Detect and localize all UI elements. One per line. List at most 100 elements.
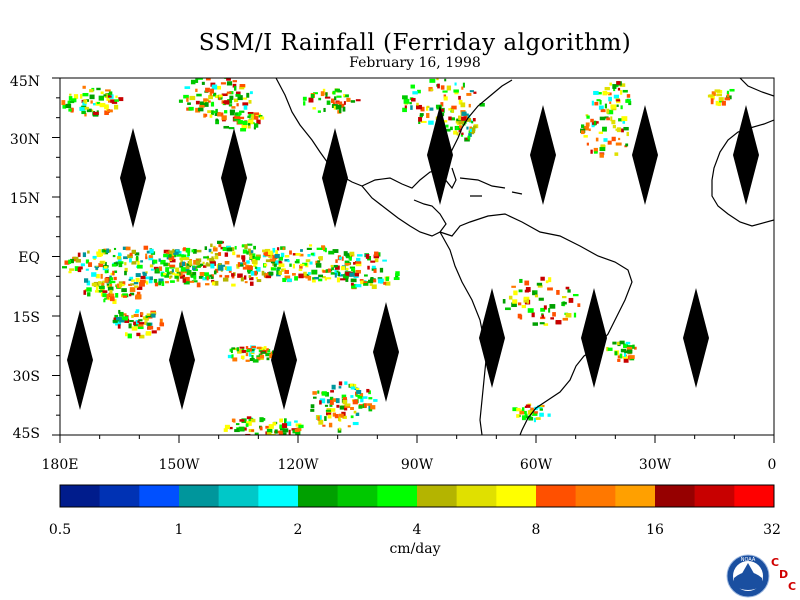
rain-cell	[355, 269, 361, 274]
rain-cell	[175, 267, 180, 272]
rain-cell	[261, 418, 266, 421]
rain-cell	[275, 250, 278, 255]
rain-cell	[621, 116, 628, 122]
rain-cell	[112, 299, 117, 304]
rain-cell	[330, 264, 334, 268]
rain-cell	[513, 290, 518, 296]
rain-cell	[135, 273, 141, 278]
rain-cell	[623, 352, 627, 357]
rain-cell	[334, 269, 337, 274]
rain-cell	[89, 89, 94, 93]
rain-cell	[205, 78, 211, 81]
rain-cell	[338, 103, 345, 108]
rain-cell	[360, 280, 365, 285]
rain-cell	[625, 99, 631, 103]
rain-cell	[181, 254, 187, 258]
rain-cell	[255, 254, 261, 259]
rain-cell	[466, 92, 472, 96]
rain-cell	[267, 250, 273, 255]
rain-cell	[68, 259, 72, 264]
rain-cell	[276, 270, 280, 275]
rain-cell	[622, 120, 626, 124]
rain-cell	[189, 95, 196, 101]
rain-cell	[249, 251, 253, 257]
rain-cell	[94, 290, 99, 293]
rain-cell	[100, 292, 104, 297]
rain-cell	[255, 276, 258, 279]
rain-cell	[517, 313, 522, 319]
rain-cell	[615, 142, 622, 146]
rain-cell	[98, 262, 104, 268]
rain-cell	[625, 341, 631, 345]
rain-cell	[158, 278, 164, 284]
rain-cell	[182, 278, 186, 283]
rain-cell	[258, 348, 265, 353]
rain-cell	[129, 252, 133, 257]
rain-cell	[223, 125, 230, 129]
rain-cell	[278, 263, 285, 268]
rain-cell	[99, 261, 105, 264]
rain-cell	[358, 405, 363, 409]
rain-cell	[123, 313, 127, 316]
diamond-marker	[530, 105, 556, 205]
rain-cell	[186, 97, 189, 102]
rain-cell	[458, 99, 463, 105]
rain-cell	[215, 119, 220, 125]
south-america-west-coast	[439, 231, 487, 435]
rain-cell	[253, 123, 259, 128]
rain-cell	[137, 320, 140, 323]
diamond-marker	[683, 288, 709, 388]
rain-cell	[127, 254, 133, 259]
diamond-marker	[120, 128, 146, 228]
colorbar-label: 4	[412, 522, 422, 538]
rain-cell	[196, 282, 201, 288]
rain-cell	[331, 98, 335, 103]
rain-cell	[220, 82, 226, 85]
rain-cell	[619, 340, 625, 345]
rain-cell	[209, 274, 212, 277]
rain-cell	[555, 320, 562, 325]
cdc-letters: C D C	[770, 554, 800, 598]
rain-cell	[106, 109, 113, 113]
rain-cell	[82, 85, 86, 89]
rain-cell	[586, 142, 589, 146]
colorbar-border	[59, 484, 775, 508]
rain-cell	[519, 278, 523, 283]
rain-cell	[726, 90, 729, 95]
rain-cell	[135, 294, 142, 300]
rain-cell	[289, 263, 292, 267]
rain-cell	[458, 115, 462, 121]
rain-cell	[341, 394, 347, 399]
rain-cell	[115, 292, 119, 298]
rain-cell	[218, 252, 222, 256]
rain-cell	[611, 119, 616, 125]
rain-cell	[263, 252, 266, 256]
rain-cell	[310, 408, 315, 412]
rain-cell	[340, 278, 346, 281]
rain-cell	[98, 285, 105, 290]
rain-cell	[341, 256, 344, 261]
rain-cell	[352, 421, 359, 426]
rain-cell	[137, 264, 143, 269]
rain-cell	[236, 254, 241, 258]
rain-cell	[117, 324, 121, 329]
rain-cell	[239, 110, 245, 113]
rain-cell	[237, 120, 243, 124]
rain-cell	[254, 432, 259, 435]
rain-cell	[619, 83, 626, 87]
rain-cell	[627, 355, 631, 360]
rain-cell	[249, 253, 256, 258]
rain-cell	[465, 137, 469, 140]
rain-cell	[322, 424, 326, 427]
rain-cell	[121, 288, 127, 293]
colorbar-swatch	[694, 485, 735, 507]
rain-cell	[247, 115, 251, 119]
rain-cell	[214, 95, 220, 99]
rain-cell	[268, 424, 274, 429]
rain-cell	[229, 109, 236, 113]
rain-cell	[105, 294, 110, 299]
rain-cell	[277, 266, 281, 270]
rain-cell	[469, 90, 474, 93]
colorbar-swatch	[60, 485, 100, 507]
rain-cell	[629, 355, 635, 359]
